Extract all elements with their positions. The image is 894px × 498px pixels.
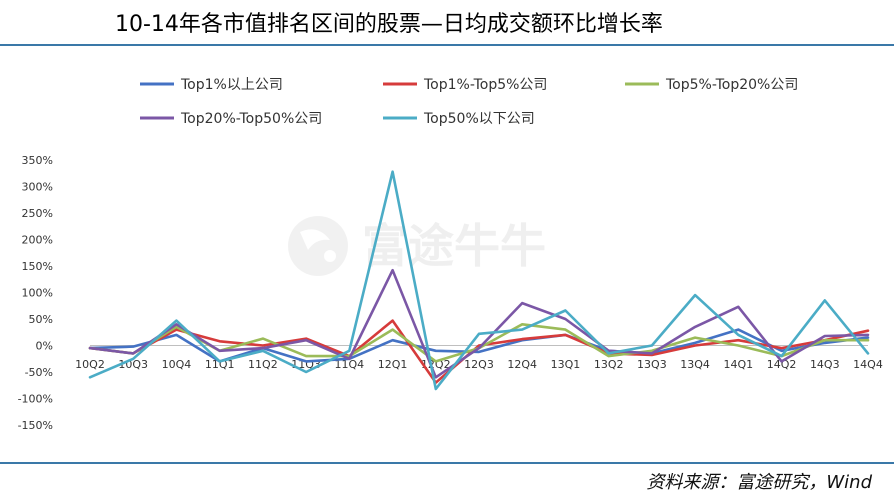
- x-tick-label: 14Q4: [853, 358, 883, 371]
- x-tick-label: 13Q3: [637, 358, 667, 371]
- x-tick-label: 14Q2: [767, 358, 797, 371]
- y-tick-label: 200%: [22, 234, 53, 247]
- x-tick-label: 13Q4: [680, 358, 710, 371]
- legend-label: Top1%-Top5%公司: [423, 77, 547, 93]
- legend-label: Top1%以上公司: [180, 77, 283, 93]
- y-tick-label: -150%: [18, 419, 53, 432]
- x-tick-label: 13Q2: [594, 358, 624, 371]
- x-tick-label: 11Q4: [335, 358, 365, 371]
- chart-title: 10-14年各市值排名区间的股票—日均成交额环比增长率: [115, 12, 663, 37]
- source-note: 资料来源：富途研究，Wind: [646, 472, 872, 493]
- series-line-2: [88, 319, 870, 384]
- series-line-4: [88, 268, 870, 379]
- legend: Top1%以上公司 Top1%-Top5%公司 Top5%-Top20%公司 Top2…: [140, 77, 798, 127]
- y-tick-label: 250%: [22, 207, 53, 220]
- x-tick-label: 14Q1: [724, 358, 754, 371]
- x-tick-label: 12Q1: [378, 358, 408, 371]
- y-tick-label: 350%: [22, 154, 53, 167]
- line-chart: 富途牛牛 Top1%以上公司 Top1%-Top5%公司 Top5%-Top20%公…: [18, 77, 883, 432]
- x-tick-label: 10Q4: [162, 358, 192, 371]
- x-tick-label: 12Q3: [464, 358, 494, 371]
- x-tick-label: 11Q2: [248, 358, 278, 371]
- x-tick-label: 12Q4: [507, 358, 537, 371]
- bottom-rule: [0, 462, 894, 464]
- y-tick-label: 0%: [36, 340, 53, 353]
- top-rule: [0, 44, 894, 46]
- series-line-5: [88, 170, 870, 391]
- series-lines: [88, 170, 870, 391]
- x-tick-label: 14Q3: [810, 358, 840, 371]
- x-axis: 10Q2 10Q3 10Q4 11Q1 11Q2 11Q3 11Q4 12Q1 12Q2 12Q3…: [75, 345, 883, 371]
- legend-label: Top5%-Top20%公司: [665, 77, 798, 93]
- y-tick-label: 100%: [22, 287, 53, 300]
- y-tick-label: -50%: [25, 366, 53, 379]
- x-tick-label: 10Q2: [75, 358, 105, 371]
- x-tick-label: 11Q1: [205, 358, 235, 371]
- watermark: 富途牛牛: [288, 216, 546, 276]
- y-axis: 350% 300% 250% 200% 150% 100% 50% 0% -50% -100% -1…: [18, 154, 53, 432]
- watermark-text: 富途牛牛: [362, 219, 546, 273]
- y-tick-label: 50%: [29, 313, 53, 326]
- y-tick-label: 300%: [22, 181, 53, 194]
- y-tick-label: -100%: [18, 393, 53, 406]
- legend-label: Top50%以下公司: [423, 111, 535, 127]
- legend-label: Top20%-Top50%公司: [180, 111, 322, 127]
- y-tick-label: 150%: [22, 260, 53, 273]
- x-tick-label: 13Q1: [551, 358, 581, 371]
